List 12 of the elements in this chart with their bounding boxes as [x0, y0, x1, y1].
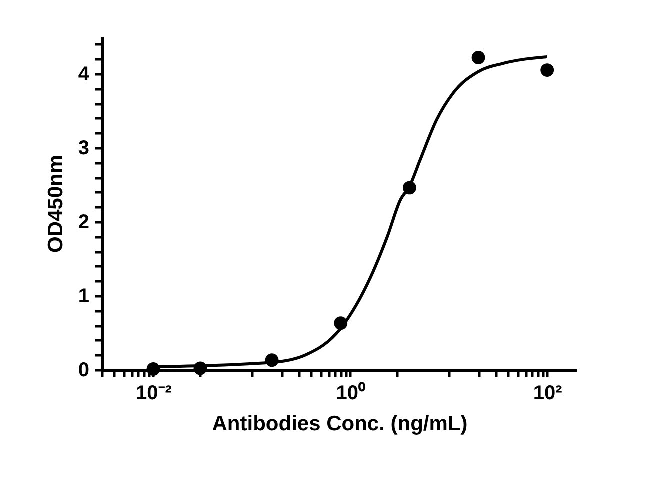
y-tick-label: 1	[78, 286, 90, 308]
y-axis-title: OD450nm	[44, 154, 68, 254]
y-tick-label: 2	[78, 212, 90, 234]
x-tick-label: 10²	[533, 382, 563, 404]
x-tick-label: 10⁰	[336, 382, 366, 404]
y-tick-label: 4	[78, 64, 90, 86]
point	[472, 51, 486, 64]
y-tick-label: 0	[78, 360, 90, 382]
x-tick-label: 10⁻²	[136, 382, 172, 404]
x-axis-title: Antibodies Conc. (ng/mL)	[212, 412, 468, 436]
y-tick-label: 3	[78, 138, 90, 160]
point	[540, 64, 554, 77]
